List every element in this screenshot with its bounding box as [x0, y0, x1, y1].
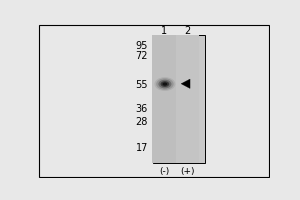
Polygon shape	[181, 79, 190, 88]
Text: 95: 95	[136, 41, 148, 51]
Text: 28: 28	[136, 117, 148, 127]
Text: 17: 17	[136, 143, 148, 153]
Text: 1: 1	[161, 26, 167, 36]
Ellipse shape	[154, 77, 176, 91]
FancyBboxPatch shape	[153, 35, 205, 163]
Ellipse shape	[156, 78, 174, 90]
Text: 2: 2	[184, 26, 190, 36]
Ellipse shape	[163, 82, 167, 86]
Text: (+): (+)	[180, 167, 195, 176]
Ellipse shape	[158, 80, 171, 88]
Text: 36: 36	[136, 104, 148, 114]
Ellipse shape	[160, 81, 169, 87]
FancyBboxPatch shape	[152, 35, 176, 163]
Text: (-): (-)	[159, 167, 169, 176]
FancyBboxPatch shape	[176, 35, 199, 163]
Text: 72: 72	[135, 51, 148, 61]
Text: 55: 55	[135, 80, 148, 90]
